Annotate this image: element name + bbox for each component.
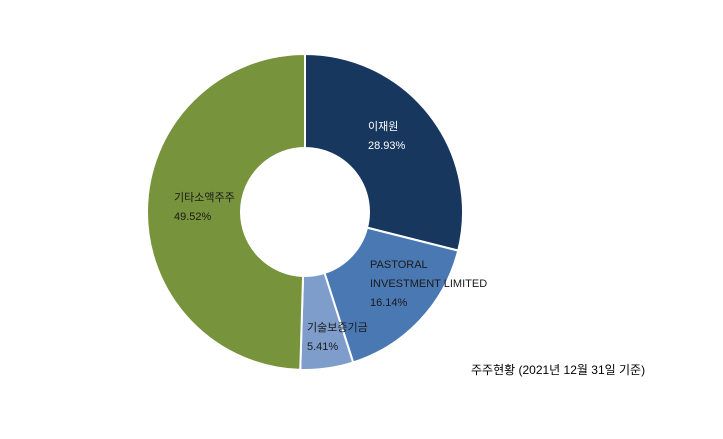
slice-value-label: 5.41% [307,341,338,353]
slice-category-label: 기타소액주주 [174,191,235,204]
slice-value-label: 49.52% [174,211,212,223]
donut-slice [304,52,464,252]
slice-value-label: 16.14% [370,297,408,309]
donut-slice [323,226,460,364]
slice-category-label: 기술보증기금 [307,321,368,334]
slice-category-label: 이재원 [368,120,398,133]
chart-caption: 주주현황 (2021년 12월 31일 기준) [471,363,646,377]
slice-category-label: PASTORAL [370,259,428,271]
slice-value-label: 28.93% [368,140,406,152]
donut-slice [146,52,306,371]
slice-category-label: INVESTMENT LIMITED [370,278,487,290]
